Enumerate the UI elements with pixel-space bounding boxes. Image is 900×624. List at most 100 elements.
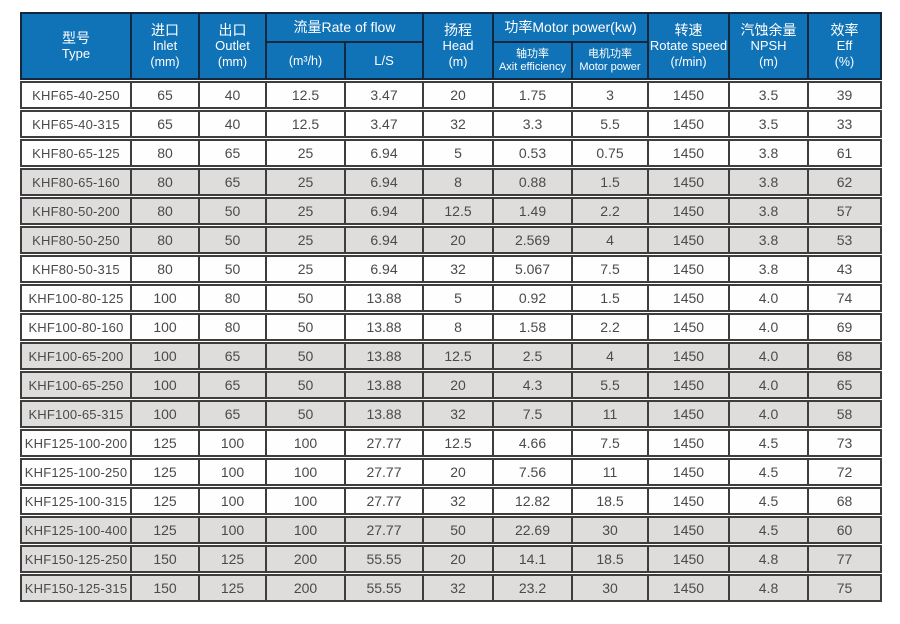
value-cell: 50	[267, 373, 346, 397]
table-row: KHF100-65-315 100 65 50 13.88 32 7.5 11 1450 4.0 5…	[20, 400, 882, 428]
value-cell: 7.5	[573, 431, 649, 455]
table-row: KHF100-65-200 100 65 50 13.88 12.5 2.5 4 1450 4.0…	[20, 342, 882, 370]
value-cell: 22.69	[494, 518, 573, 542]
value-cell: 100	[132, 315, 200, 339]
value-cell: 6.94	[346, 141, 424, 165]
header-npsh-zh: 汽蚀余量	[740, 22, 797, 38]
header-head-en: Head	[442, 38, 474, 53]
value-cell: 4.8	[730, 547, 809, 571]
header-inlet-zh: 进口	[151, 22, 179, 38]
value-cell: 50	[200, 257, 267, 281]
value-cell: 3.5	[730, 112, 809, 136]
value-cell: 18.5	[573, 547, 649, 571]
model-cell: KHF80-50-250	[22, 228, 132, 252]
value-cell: 43	[836, 261, 853, 277]
value-cell: 4	[573, 344, 649, 368]
value-cell: 60	[836, 522, 853, 538]
header-flow-m3h-label: (m³/h)	[288, 53, 323, 68]
value-cell: 3.5	[730, 83, 809, 107]
value-cell: 4.66	[494, 431, 573, 455]
header-npsh-unit: (m)	[759, 55, 778, 69]
header-motor-power: 电机功率 Motor power	[573, 43, 647, 78]
value-cell: 80	[200, 286, 267, 310]
table-row: KHF65-40-315 65 40 12.5 3.47 32 3.3 5.5 1450 3.5 3…	[20, 110, 882, 138]
value-cell: 50	[424, 518, 494, 542]
value-cell: 6.94	[346, 257, 424, 281]
value-cell: 4.5	[730, 431, 809, 455]
value-cell: 73	[836, 435, 853, 451]
header-shaft-power-en: Axit efficiency	[498, 60, 567, 73]
value-cell: 39	[836, 87, 853, 103]
value-cell: 1.5	[573, 286, 649, 310]
value-cell: 3.8	[730, 257, 809, 281]
value-cell: 1450	[649, 344, 730, 368]
value-cell: 50	[267, 402, 346, 426]
value-cell: 100	[132, 373, 200, 397]
value-cell: 20	[424, 547, 494, 571]
model-cell: KHF80-50-315	[22, 257, 132, 281]
header-npsh: 汽蚀余量 NPSH (m)	[730, 14, 807, 78]
value-cell: 65	[200, 402, 267, 426]
value-cell: 32	[424, 257, 494, 281]
header-eff-unit: (%)	[834, 55, 855, 69]
value-cell: 3.47	[346, 112, 424, 136]
model-cell: KHF100-80-125	[22, 286, 132, 310]
header-type: 型号 Type	[22, 14, 130, 78]
header-rotate-en: Rotate speed	[649, 38, 728, 53]
value-cell: 62	[836, 174, 853, 190]
model-cell: KHF65-40-315	[22, 112, 132, 136]
value-cell: 4.0	[730, 373, 809, 397]
value-cell: 77	[836, 551, 853, 567]
header-eff-en: Eff	[836, 38, 853, 53]
model-cell: KHF100-80-160	[22, 315, 132, 339]
value-cell: 1450	[649, 460, 730, 484]
value-cell: 27.77	[346, 518, 424, 542]
table-row: KHF100-80-160 100 80 50 13.88 8 1.58 2.2 1450 4.0…	[20, 313, 882, 341]
value-cell: 1450	[649, 228, 730, 252]
value-cell: 100	[200, 460, 267, 484]
value-cell: 18.5	[573, 489, 649, 513]
header-outlet-en: Outlet	[215, 38, 250, 53]
value-cell: 20	[424, 373, 494, 397]
header-flow-group: 流量Rate of flow	[267, 14, 422, 41]
value-cell: 4.0	[730, 344, 809, 368]
header-shaft-power: 轴功率 Axit efficiency	[494, 43, 571, 78]
value-cell: 125	[200, 576, 267, 600]
value-cell: 1.58	[494, 315, 573, 339]
header-outlet-unit: (mm)	[217, 55, 248, 69]
value-cell: 13.88	[346, 315, 424, 339]
table-row: KHF65-40-250 65 40 12.5 3.47 20 1.75 3 1450 3.5 39	[20, 81, 882, 109]
value-cell: 0.75	[573, 141, 649, 165]
value-cell: 7.5	[573, 257, 649, 281]
value-cell: 1450	[649, 83, 730, 107]
header-outlet-zh: 出口	[218, 22, 247, 38]
header-rotate-speed: 转速 Rotate speed (r/min)	[649, 14, 728, 78]
value-cell: 50	[267, 344, 346, 368]
value-cell: 4.0	[730, 402, 809, 426]
model-cell: KHF80-50-200	[22, 199, 132, 223]
value-cell: 0.53	[494, 141, 573, 165]
value-cell: 4	[573, 228, 649, 252]
value-cell: 1450	[649, 315, 730, 339]
value-cell: 27.77	[346, 460, 424, 484]
model-cell: KHF100-65-250	[22, 373, 132, 397]
value-cell: 74	[836, 290, 853, 306]
value-cell: 32	[424, 489, 494, 513]
value-cell: 27.77	[346, 431, 424, 455]
table-row: KHF125-100-400 125 100 100 27.77 50 22.69 30 145…	[20, 516, 882, 544]
value-cell: 4.0	[730, 315, 809, 339]
value-cell: 1450	[649, 518, 730, 542]
value-cell: 4.8	[730, 576, 809, 600]
table-row: KHF125-100-200 125 100 100 27.77 12.5 4.66 7.5 1…	[20, 429, 882, 457]
value-cell: 1450	[649, 547, 730, 571]
value-cell: 68	[836, 348, 853, 364]
header-inlet: 进口 Inlet (mm)	[132, 14, 198, 78]
value-cell: 3.3	[494, 112, 573, 136]
header-rotate-unit: (r/min)	[670, 55, 707, 69]
value-cell: 0.92	[494, 286, 573, 310]
value-cell: 1450	[649, 112, 730, 136]
value-cell: 13.88	[346, 402, 424, 426]
model-cell: KHF125-100-200	[22, 431, 132, 455]
value-cell: 14.1	[494, 547, 573, 571]
value-cell: 5	[424, 286, 494, 310]
